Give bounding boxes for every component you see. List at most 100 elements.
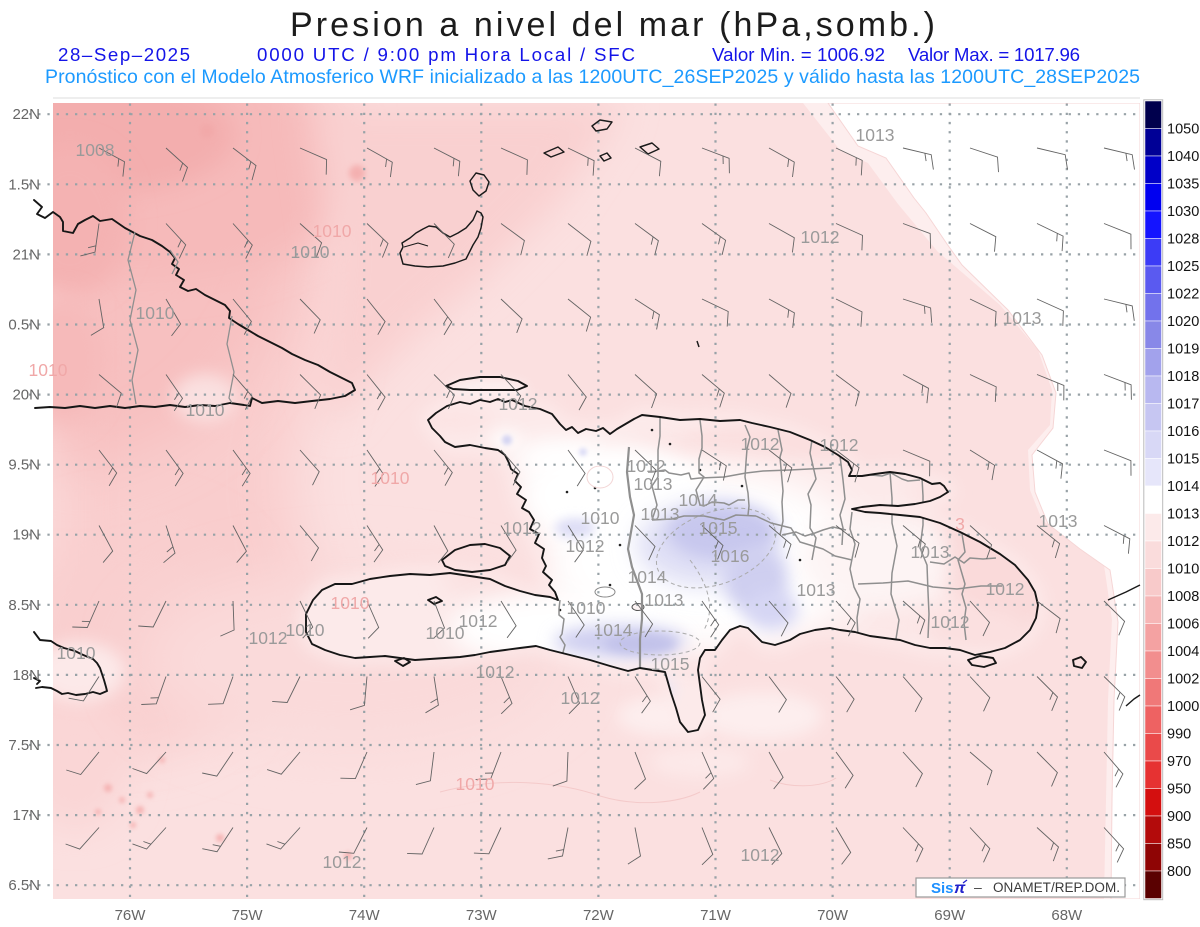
svg-text:1013: 1013: [645, 590, 684, 610]
svg-text:1030: 1030: [1167, 204, 1199, 220]
svg-text:9.5N: 9.5N: [8, 457, 40, 474]
svg-text:970: 970: [1167, 754, 1191, 770]
svg-text:71W: 71W: [700, 907, 732, 924]
svg-text:1010: 1010: [29, 360, 68, 380]
svg-text:20N: 20N: [12, 387, 40, 404]
svg-text:0000 UTC / 9:00 pm Hora Local: 0000 UTC / 9:00 pm Hora Local / SFC: [257, 44, 635, 65]
svg-text:Valor Min. = 1006.92: Valor Min. = 1006.92: [712, 44, 885, 65]
svg-text:1040: 1040: [1167, 149, 1199, 165]
svg-text:800: 800: [1167, 864, 1191, 880]
svg-text:1004: 1004: [1167, 644, 1199, 660]
svg-text:1025: 1025: [1167, 259, 1199, 275]
svg-text:1012: 1012: [503, 518, 542, 538]
svg-text:18N: 18N: [12, 667, 40, 684]
svg-text:1012: 1012: [323, 852, 362, 872]
svg-text:1008: 1008: [76, 140, 115, 160]
svg-text:72W: 72W: [583, 907, 615, 924]
svg-text:1020: 1020: [1167, 314, 1199, 330]
svg-text:1015: 1015: [699, 518, 738, 538]
svg-text:1013: 1013: [634, 474, 673, 494]
svg-text:π: π: [954, 880, 966, 897]
svg-text:1012: 1012: [627, 456, 666, 476]
svg-text:1010: 1010: [136, 303, 175, 323]
svg-text:21N: 21N: [12, 246, 40, 263]
svg-text:75W: 75W: [232, 907, 264, 924]
svg-text:1012: 1012: [741, 434, 780, 454]
svg-text:17N: 17N: [12, 807, 40, 824]
svg-text:1014: 1014: [1167, 479, 1199, 495]
svg-text:1010: 1010: [581, 508, 620, 528]
svg-text:74W: 74W: [349, 907, 381, 924]
svg-text:1013: 1013: [1167, 507, 1199, 523]
svg-text:1012: 1012: [801, 227, 840, 247]
svg-text:73W: 73W: [466, 907, 498, 924]
svg-text:Presion a nivel del mar (hPa,s: Presion a nivel del mar (hPa,somb.): [290, 6, 935, 44]
svg-text:0.5N: 0.5N: [8, 317, 40, 334]
svg-text:1012: 1012: [499, 394, 538, 414]
svg-text:1022: 1022: [1167, 287, 1199, 303]
svg-text:1012: 1012: [561, 688, 600, 708]
svg-text:1012: 1012: [986, 579, 1025, 599]
svg-text:28–Sep–2025: 28–Sep–2025: [58, 44, 190, 65]
svg-text:1012: 1012: [741, 845, 780, 865]
svg-text:Valor Max. = 1017.96: Valor Max. = 1017.96: [908, 44, 1080, 65]
svg-text:1010: 1010: [291, 242, 330, 262]
svg-text:1018: 1018: [1167, 369, 1199, 385]
svg-text:1013: 1013: [1039, 511, 1078, 531]
svg-text:69W: 69W: [934, 907, 966, 924]
svg-text:1012: 1012: [459, 611, 498, 631]
svg-text:990: 990: [1167, 727, 1191, 743]
svg-text:1012: 1012: [476, 662, 515, 682]
svg-text:1013: 1013: [797, 580, 836, 600]
svg-text:1013: 1013: [641, 504, 680, 524]
svg-text:Pronóstico con el Modelo Atmos: Pronóstico con el Modelo Atmosferico WRF…: [45, 66, 1140, 88]
svg-text:70W: 70W: [817, 907, 849, 924]
svg-text:1010: 1010: [331, 593, 370, 613]
svg-text:1.5N: 1.5N: [8, 176, 40, 193]
svg-text:3: 3: [955, 514, 965, 534]
svg-text:22N: 22N: [12, 106, 40, 123]
svg-text:1012: 1012: [566, 536, 605, 556]
svg-text:ONAMET/REP.DOM.: ONAMET/REP.DOM.: [993, 880, 1120, 895]
svg-text:1028: 1028: [1167, 232, 1199, 248]
svg-text:1010: 1010: [426, 623, 465, 643]
svg-text:1002: 1002: [1167, 672, 1199, 688]
svg-text:1050: 1050: [1167, 122, 1199, 138]
svg-text:1017: 1017: [1167, 397, 1199, 413]
svg-text:1012: 1012: [249, 628, 288, 648]
svg-text:1015: 1015: [1167, 452, 1199, 468]
svg-text:950: 950: [1167, 782, 1191, 798]
svg-text:1008: 1008: [1167, 589, 1199, 605]
svg-text:6.5N: 6.5N: [8, 877, 40, 894]
svg-text:–: –: [974, 879, 982, 895]
svg-text:900: 900: [1167, 809, 1191, 825]
svg-text:1016: 1016: [1167, 424, 1199, 440]
svg-text:1015: 1015: [651, 654, 690, 674]
svg-text:1013: 1013: [1003, 308, 1042, 328]
svg-text:Sis: Sis: [931, 880, 954, 897]
svg-text:19N: 19N: [12, 527, 40, 544]
svg-text:1010: 1010: [286, 620, 325, 640]
svg-text:1013: 1013: [856, 125, 895, 145]
svg-text:1000: 1000: [1167, 699, 1199, 715]
svg-text:1010: 1010: [186, 400, 225, 420]
svg-text:1014: 1014: [679, 490, 718, 510]
svg-text:1010: 1010: [57, 643, 96, 663]
svg-text:1012: 1012: [820, 435, 859, 455]
svg-text:1019: 1019: [1167, 342, 1199, 358]
svg-text:1006: 1006: [1167, 617, 1199, 633]
svg-text:850: 850: [1167, 837, 1191, 853]
svg-text:1012: 1012: [1167, 534, 1199, 550]
svg-text:1010: 1010: [1167, 562, 1199, 578]
svg-text:1010: 1010: [313, 221, 352, 241]
svg-text:1013: 1013: [911, 542, 950, 562]
svg-text:1016: 1016: [711, 546, 750, 566]
svg-text:1010: 1010: [371, 468, 410, 488]
svg-text:1014: 1014: [628, 567, 667, 587]
svg-text:68W: 68W: [1051, 907, 1083, 924]
svg-text:1014: 1014: [594, 620, 633, 640]
svg-text:7.5N: 7.5N: [8, 737, 40, 754]
svg-text:76W: 76W: [115, 907, 147, 924]
svg-text:1035: 1035: [1167, 177, 1199, 193]
svg-text:1010: 1010: [567, 598, 606, 618]
